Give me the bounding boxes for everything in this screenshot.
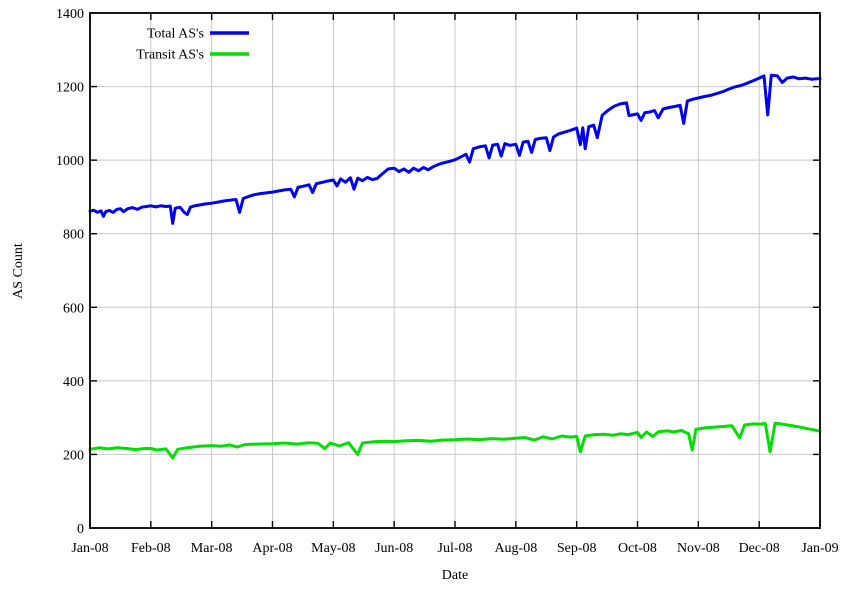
legend-label-total-as: Total AS's [147, 27, 204, 42]
legend-label-transit-as: Transit AS's [136, 48, 204, 63]
x-tick-label: Nov-08 [677, 541, 720, 556]
y-tick-label: 800 [63, 228, 84, 243]
x-tick-label: Jan-08 [71, 541, 108, 556]
x-tick-label: Jul-08 [438, 541, 473, 556]
x-tick-label: Mar-08 [191, 541, 233, 556]
data-series [88, 73, 822, 460]
y-tick-label: 600 [63, 301, 84, 316]
legend: Total AS's Transit AS's [136, 27, 249, 63]
series-line-total-as-s [88, 73, 822, 225]
y-tick-label: 1000 [56, 154, 84, 169]
x-axis-title: Date [442, 568, 468, 583]
plot-border [89, 12, 821, 529]
y-tick-label: 200 [63, 448, 84, 463]
x-tick-label: May-08 [311, 541, 355, 556]
gridlines [90, 13, 820, 528]
x-tick-label: Jan-09 [801, 541, 838, 556]
x-tick-label: Aug-08 [494, 541, 537, 556]
x-tick-label: Oct-08 [618, 541, 657, 556]
y-tick-label: 400 [63, 375, 84, 390]
series-line-transit-as-s [88, 421, 822, 460]
x-tick-label: Dec-08 [739, 541, 780, 556]
tick-labels: 0 200 400 600 800 1000 1200 1400 Jan-08 Feb-08 Mar… [56, 7, 839, 556]
y-tick-label: 0 [77, 522, 84, 537]
y-tick-label: 1400 [56, 7, 84, 22]
y-axis-title: AS Count [11, 243, 26, 299]
x-tick-label: Jun-08 [375, 541, 413, 556]
x-tick-label: Feb-08 [131, 541, 171, 556]
x-tick-label: Apr-08 [252, 541, 292, 556]
x-tick-label: Sep-08 [557, 541, 597, 556]
y-tick-label: 1200 [56, 81, 84, 96]
axes-frame [89, 12, 821, 529]
